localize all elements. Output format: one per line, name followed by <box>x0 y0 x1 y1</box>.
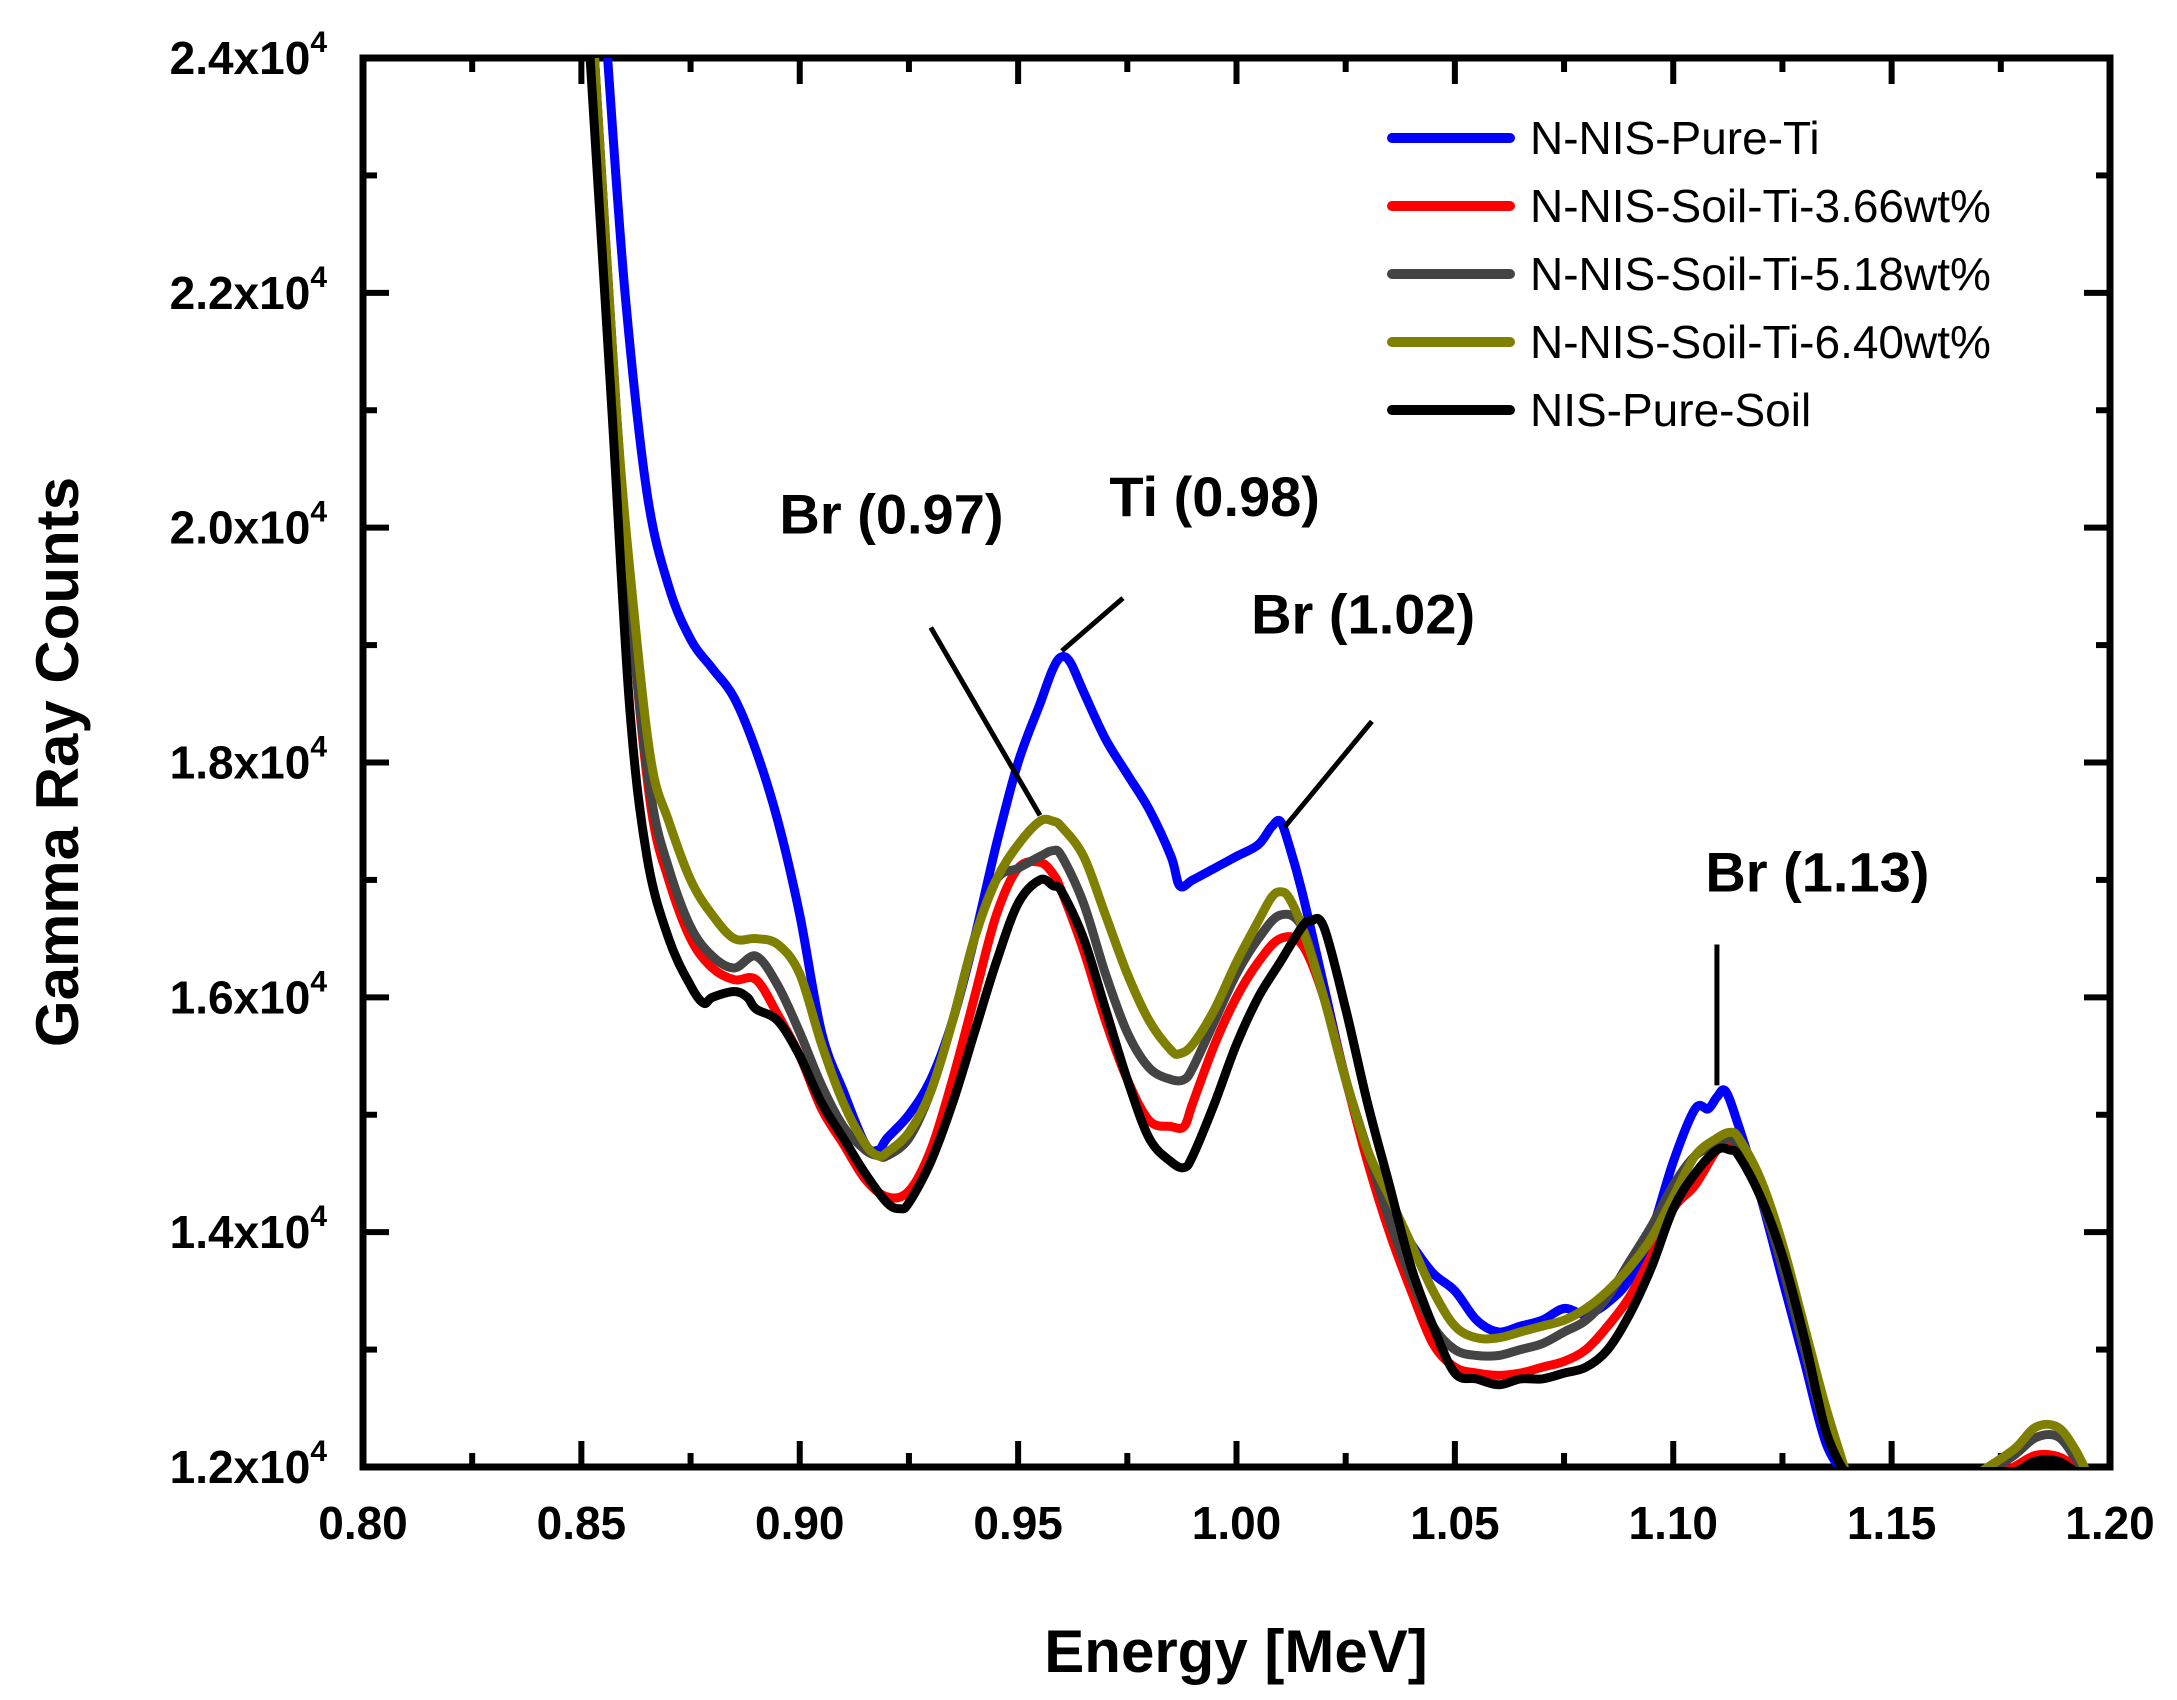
y-tick-label: 1.8x104 <box>170 731 328 789</box>
x-tick-label: 1.10 <box>1628 1497 1718 1549</box>
legend-label-n-nis-soil-ti-5-18wt: N-NIS-Soil-Ti-5.18wt% <box>1530 248 1991 300</box>
annotation-label: Br (0.97) <box>779 483 1003 546</box>
series-line-nis-pure-soil <box>585 58 1847 1467</box>
annotation-label: Br (1.13) <box>1705 841 1929 904</box>
y-tick-label: 2.2x104 <box>170 261 328 319</box>
x-tick-label: 1.20 <box>2065 1497 2155 1549</box>
annotation-layer: Br (0.97) Ti (0.98) Br (1.02) Br (1.13) <box>779 465 1929 1086</box>
x-tick-label: 0.80 <box>318 1497 408 1549</box>
x-tick-label: 1.15 <box>1847 1497 1937 1549</box>
series-line-n-nis-soil-ti-3-66wt <box>590 58 1847 1467</box>
series-line-n-nis-soil-ti-5-18wt <box>590 58 1847 1467</box>
x-tick-label: 0.85 <box>537 1497 627 1549</box>
legend-label-nis-pure-soil: NIS-Pure-Soil <box>1530 384 1811 436</box>
tick-group: 0.80 0.85 0.90 0.95 1.00 1.05 1.10 1.15 1.20 1.2x… <box>170 26 2155 1549</box>
series-tail-nis-pure-soil <box>2015 1455 2077 1467</box>
x-axis-title: Energy [MeV] <box>1044 1618 1427 1685</box>
series-tail-n-nis-soil-ti-3-66wt <box>2004 1449 2082 1467</box>
y-tick-label: 1.2x104 <box>170 1435 328 1493</box>
y-tick-label: 2.4x104 <box>170 26 328 84</box>
legend-label-n-nis-soil-ti-6-40wt: N-NIS-Soil-Ti-6.40wt% <box>1530 316 1991 368</box>
y-tick-label: 1.4x104 <box>170 1200 328 1258</box>
annotation-label: Br (1.02) <box>1251 582 1475 645</box>
x-tick-label: 0.95 <box>973 1497 1063 1549</box>
series-layer <box>585 58 2090 1467</box>
y-tick-label: 2.0x104 <box>170 496 328 554</box>
legend: N-NIS-Pure-Ti N-NIS-Soil-Ti-3.66wt% N-NIS-… <box>1387 112 1991 436</box>
x-tick-label: 0.90 <box>755 1497 845 1549</box>
annotation-leader-line <box>1060 596 1125 653</box>
legend-label-n-nis-soil-ti-3-66wt: N-NIS-Soil-Ti-3.66wt% <box>1530 180 1991 232</box>
y-tick-label: 1.6x104 <box>170 965 328 1023</box>
annotation-leader-line <box>928 626 1043 817</box>
annotation-leader-line <box>1282 719 1374 829</box>
x-tick-label: 1.05 <box>1410 1497 1500 1549</box>
legend-label-n-nis-pure-ti: N-NIS-Pure-Ti <box>1530 112 1820 164</box>
series-line-n-nis-soil-ti-6-40wt <box>590 58 1849 1467</box>
y-axis-title: Gamma Ray Counts <box>24 477 91 1047</box>
plot-frame <box>359 54 2114 1471</box>
series-tail-n-nis-soil-ti-6-40wt <box>1979 1419 2090 1467</box>
annotation-label: Ti (0.98) <box>1109 465 1320 528</box>
x-tick-label: 1.00 <box>1192 1497 1282 1549</box>
